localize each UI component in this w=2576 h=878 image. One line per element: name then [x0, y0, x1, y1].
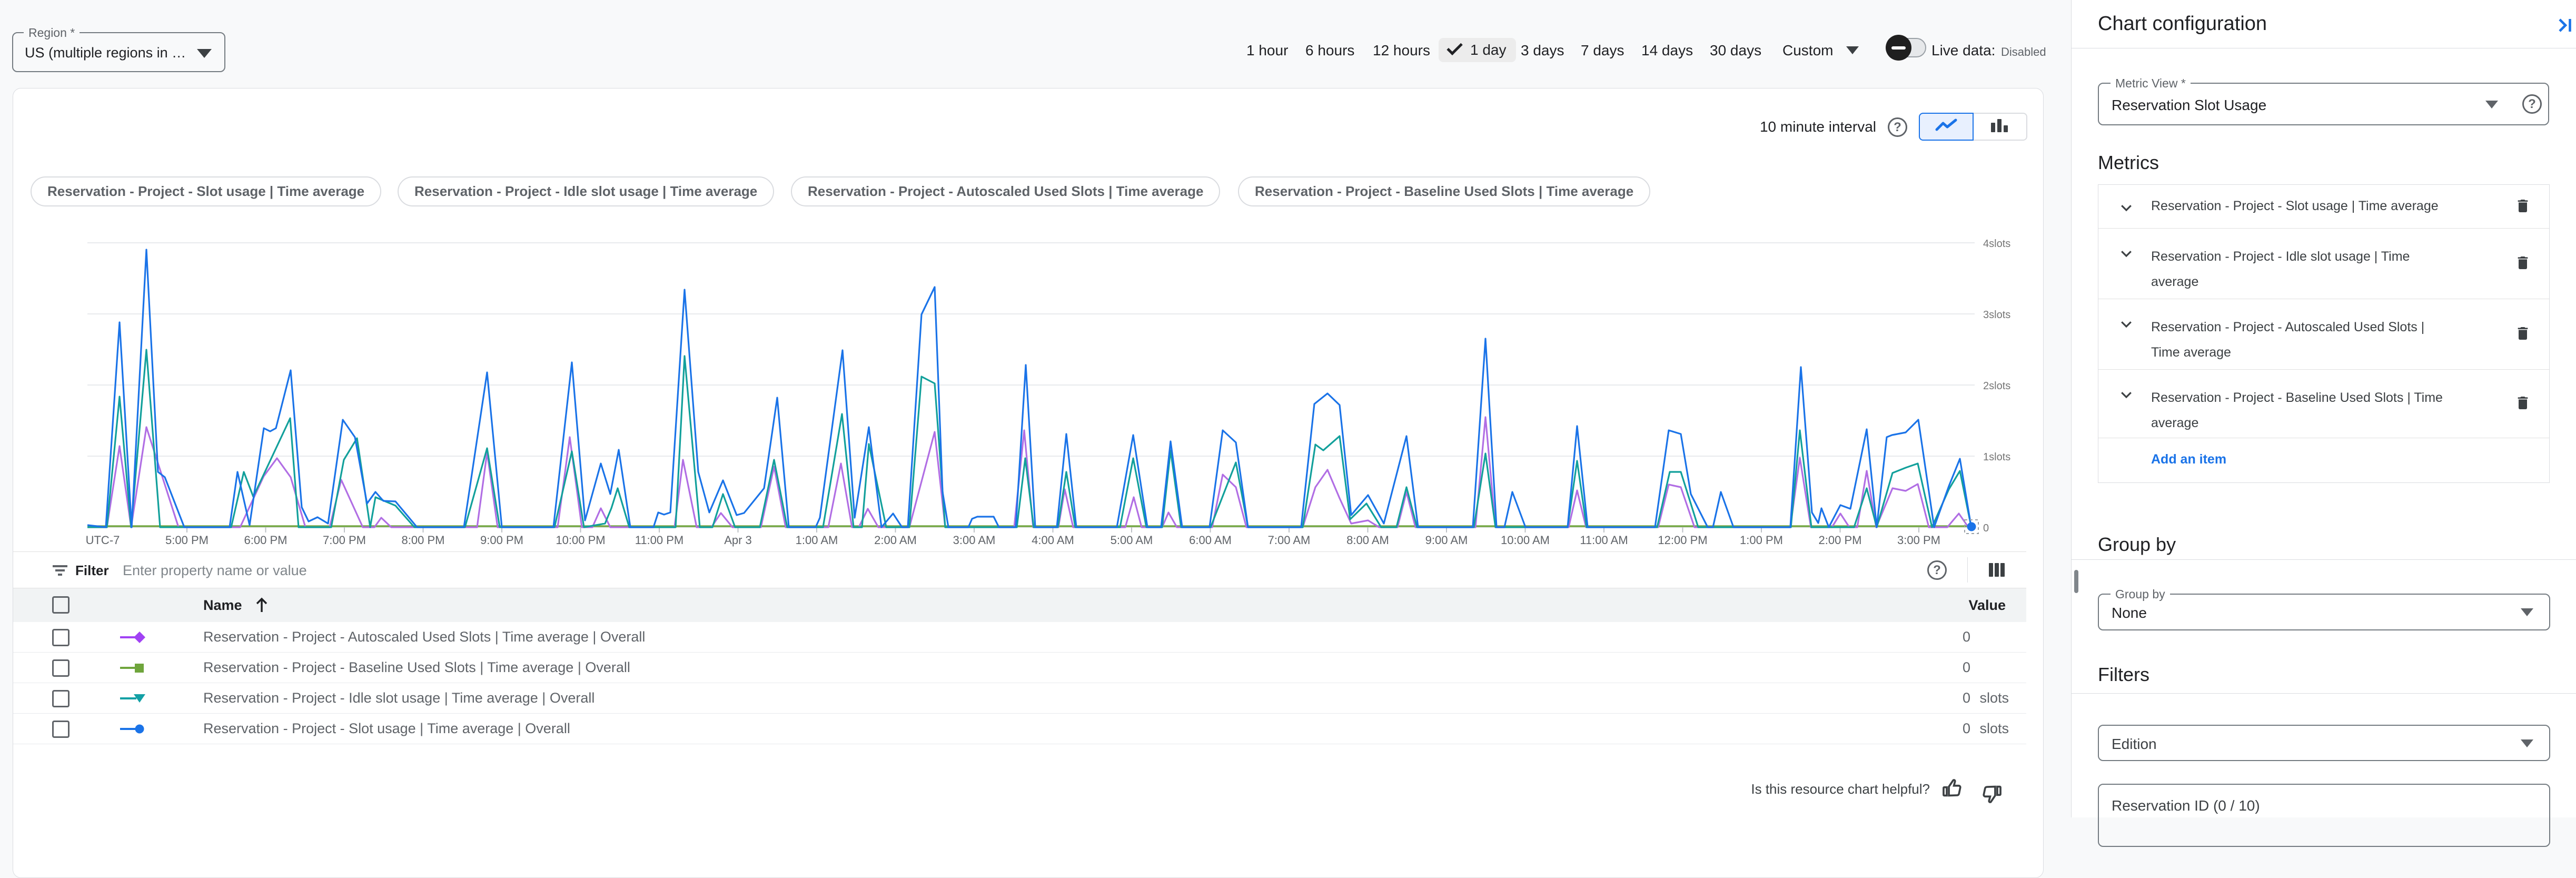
svg-text:7:00 AM: 7:00 AM: [1268, 534, 1311, 547]
svg-text:3:00 PM: 3:00 PM: [1897, 534, 1940, 547]
svg-text:3:00 AM: 3:00 AM: [953, 534, 996, 547]
svg-text:11:00 AM: 11:00 AM: [1580, 534, 1628, 547]
svg-text:3slots: 3slots: [1983, 309, 2010, 321]
svg-text:10:00 AM: 10:00 AM: [1501, 534, 1550, 547]
svg-text:2:00 AM: 2:00 AM: [874, 534, 917, 547]
svg-text:UTC-7: UTC-7: [86, 534, 120, 547]
svg-text:5:00 AM: 5:00 AM: [1111, 534, 1153, 547]
svg-text:1slots: 1slots: [1983, 451, 2010, 463]
svg-text:4:00 AM: 4:00 AM: [1032, 534, 1074, 547]
svg-text:4slots: 4slots: [1983, 238, 2010, 250]
svg-text:12:00 PM: 12:00 PM: [1658, 534, 1707, 547]
svg-text:8:00 AM: 8:00 AM: [1346, 534, 1389, 547]
svg-text:11:00 PM: 11:00 PM: [635, 534, 684, 547]
svg-text:7:00 PM: 7:00 PM: [323, 534, 366, 547]
svg-text:10:00 PM: 10:00 PM: [556, 534, 605, 547]
svg-text:8:00 PM: 8:00 PM: [402, 534, 445, 547]
svg-text:2:00 PM: 2:00 PM: [1819, 534, 1862, 547]
svg-text:0: 0: [1983, 522, 1989, 534]
svg-text:9:00 PM: 9:00 PM: [480, 534, 523, 547]
svg-text:9:00 AM: 9:00 AM: [1425, 534, 1468, 547]
svg-text:6:00 PM: 6:00 PM: [244, 534, 288, 547]
svg-text:2slots: 2slots: [1983, 380, 2010, 392]
svg-text:5:00 PM: 5:00 PM: [165, 534, 209, 547]
svg-text:Apr 3: Apr 3: [724, 534, 752, 547]
svg-text:1:00 PM: 1:00 PM: [1740, 534, 1783, 547]
svg-text:1:00 AM: 1:00 AM: [796, 534, 838, 547]
svg-text:6:00 AM: 6:00 AM: [1189, 534, 1232, 547]
